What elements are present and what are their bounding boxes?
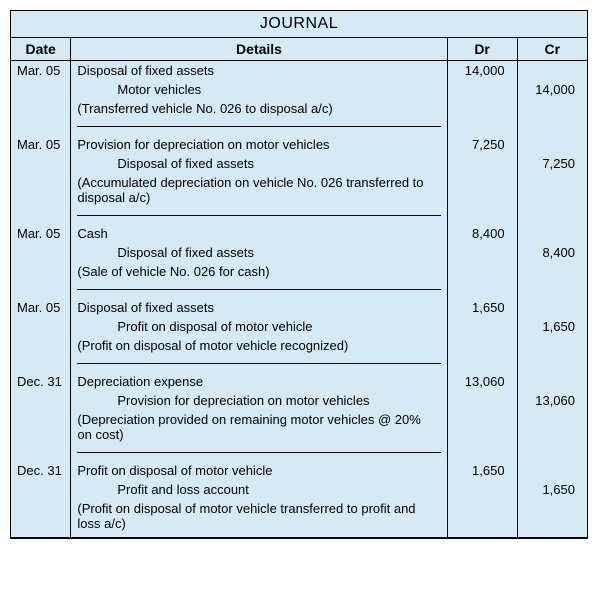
entry-debit-row: Mar. 05 Disposal of fixed assets 14,000 xyxy=(11,61,587,81)
entry-note-row: (Transferred vehicle No. 026 to disposal… xyxy=(11,99,587,118)
dr-amount: 1,650 xyxy=(447,298,517,317)
entry-separator xyxy=(11,444,587,461)
entry-date: Dec. 31 xyxy=(11,461,71,480)
cr-amount: 13,060 xyxy=(517,391,587,410)
col-dr: Dr xyxy=(447,38,517,61)
col-cr: Cr xyxy=(517,38,587,61)
entry-debit-row: Mar. 05 Disposal of fixed assets 1,650 xyxy=(11,298,587,317)
entry-credit-row: Profit on disposal of motor vehicle 1,650 xyxy=(11,317,587,336)
entry-note-row: (Profit on disposal of motor vehicle rec… xyxy=(11,336,587,355)
cr-amount: 8,400 xyxy=(517,243,587,262)
dr-amount: 14,000 xyxy=(447,61,517,81)
debit-account: Depreciation expense xyxy=(77,374,438,389)
entry-note: (Profit on disposal of motor vehicle tra… xyxy=(77,501,438,531)
entry-note-row: (Depreciation provided on remaining moto… xyxy=(11,410,587,444)
ledger-table: Date Details Dr Cr Mar. 05Disposal of fi… xyxy=(11,37,587,538)
entry-debit-row: Mar. 05 Cash 8,400 xyxy=(11,224,587,243)
entry-credit-row: Provision for depreciation on motor vehi… xyxy=(11,391,587,410)
cr-amount: 1,650 xyxy=(517,317,587,336)
credit-account: Profit on disposal of motor vehicle xyxy=(77,319,438,334)
entry-debit-row: Dec. 31 Depreciation expense 13,060 xyxy=(11,372,587,391)
col-date: Date xyxy=(11,38,71,61)
credit-account: Disposal of fixed assets xyxy=(77,245,438,260)
dr-amount: 1,650 xyxy=(447,461,517,480)
cr-amount-blank xyxy=(517,461,587,480)
entry-separator xyxy=(11,281,587,298)
entry-note: (Profit on disposal of motor vehicle rec… xyxy=(77,338,438,353)
entry-separator xyxy=(11,118,587,135)
debit-account: Profit on disposal of motor vehicle xyxy=(77,463,438,478)
cr-amount-blank xyxy=(517,298,587,317)
credit-account: Provision for depreciation on motor vehi… xyxy=(77,393,438,408)
entry-credit-row: Profit and loss account 1,650 xyxy=(11,480,587,499)
cr-amount: 7,250 xyxy=(517,154,587,173)
entry-credit-row: Disposal of fixed assets 7,250 xyxy=(11,154,587,173)
debit-account: Cash xyxy=(77,226,438,241)
entry-debit-row: Mar. 05 Provision for depreciation on mot… xyxy=(11,135,587,154)
entry-date: Mar. 05 xyxy=(11,224,71,243)
cr-amount: 1,650 xyxy=(517,480,587,499)
entry-note-row: (Sale of vehicle No. 026 for cash) xyxy=(11,262,587,281)
cr-amount-blank xyxy=(517,61,587,81)
entry-credit-row: Motor vehicles 14,000 xyxy=(11,80,587,99)
col-details: Details xyxy=(71,38,447,61)
entry-note-row: (Accumulated depreciation on vehicle No.… xyxy=(11,173,587,207)
entry-note: (Transferred vehicle No. 026 to disposal… xyxy=(77,101,438,116)
entry-separator xyxy=(11,207,587,224)
dr-amount: 13,060 xyxy=(447,372,517,391)
credit-account: Disposal of fixed assets xyxy=(77,156,438,171)
cr-amount-blank xyxy=(517,135,587,154)
entry-note: (Accumulated depreciation on vehicle No.… xyxy=(77,175,438,205)
credit-account: Motor vehicles xyxy=(77,82,438,97)
entry-date: Mar. 05 xyxy=(11,61,71,81)
entry-separator xyxy=(11,355,587,372)
cr-amount-blank xyxy=(517,372,587,391)
entry-note-row: (Profit on disposal of motor vehicle tra… xyxy=(11,499,587,538)
dr-amount: 8,400 xyxy=(447,224,517,243)
entry-credit-row: Disposal of fixed assets 8,400 xyxy=(11,243,587,262)
entry-date: Mar. 05 xyxy=(11,135,71,154)
dr-amount: 7,250 xyxy=(447,135,517,154)
journal-title: JOURNAL xyxy=(11,11,587,37)
cr-amount-blank xyxy=(517,224,587,243)
entry-debit-row: Dec. 31 Profit on disposal of motor vehic… xyxy=(11,461,587,480)
debit-account: Disposal of fixed assets xyxy=(77,63,438,78)
journal-table: JOURNAL Date Details Dr Cr Mar. 05Dispos… xyxy=(10,10,588,539)
entry-date: Mar. 05 xyxy=(11,298,71,317)
debit-account: Disposal of fixed assets xyxy=(77,300,438,315)
credit-account: Profit and loss account xyxy=(77,482,438,497)
entry-note: (Depreciation provided on remaining moto… xyxy=(77,412,438,442)
cr-amount: 14,000 xyxy=(517,80,587,99)
header-row: Date Details Dr Cr xyxy=(11,38,587,61)
entry-note: (Sale of vehicle No. 026 for cash) xyxy=(77,264,438,279)
entry-date: Dec. 31 xyxy=(11,372,71,391)
debit-account: Provision for depreciation on motor vehi… xyxy=(77,137,438,152)
